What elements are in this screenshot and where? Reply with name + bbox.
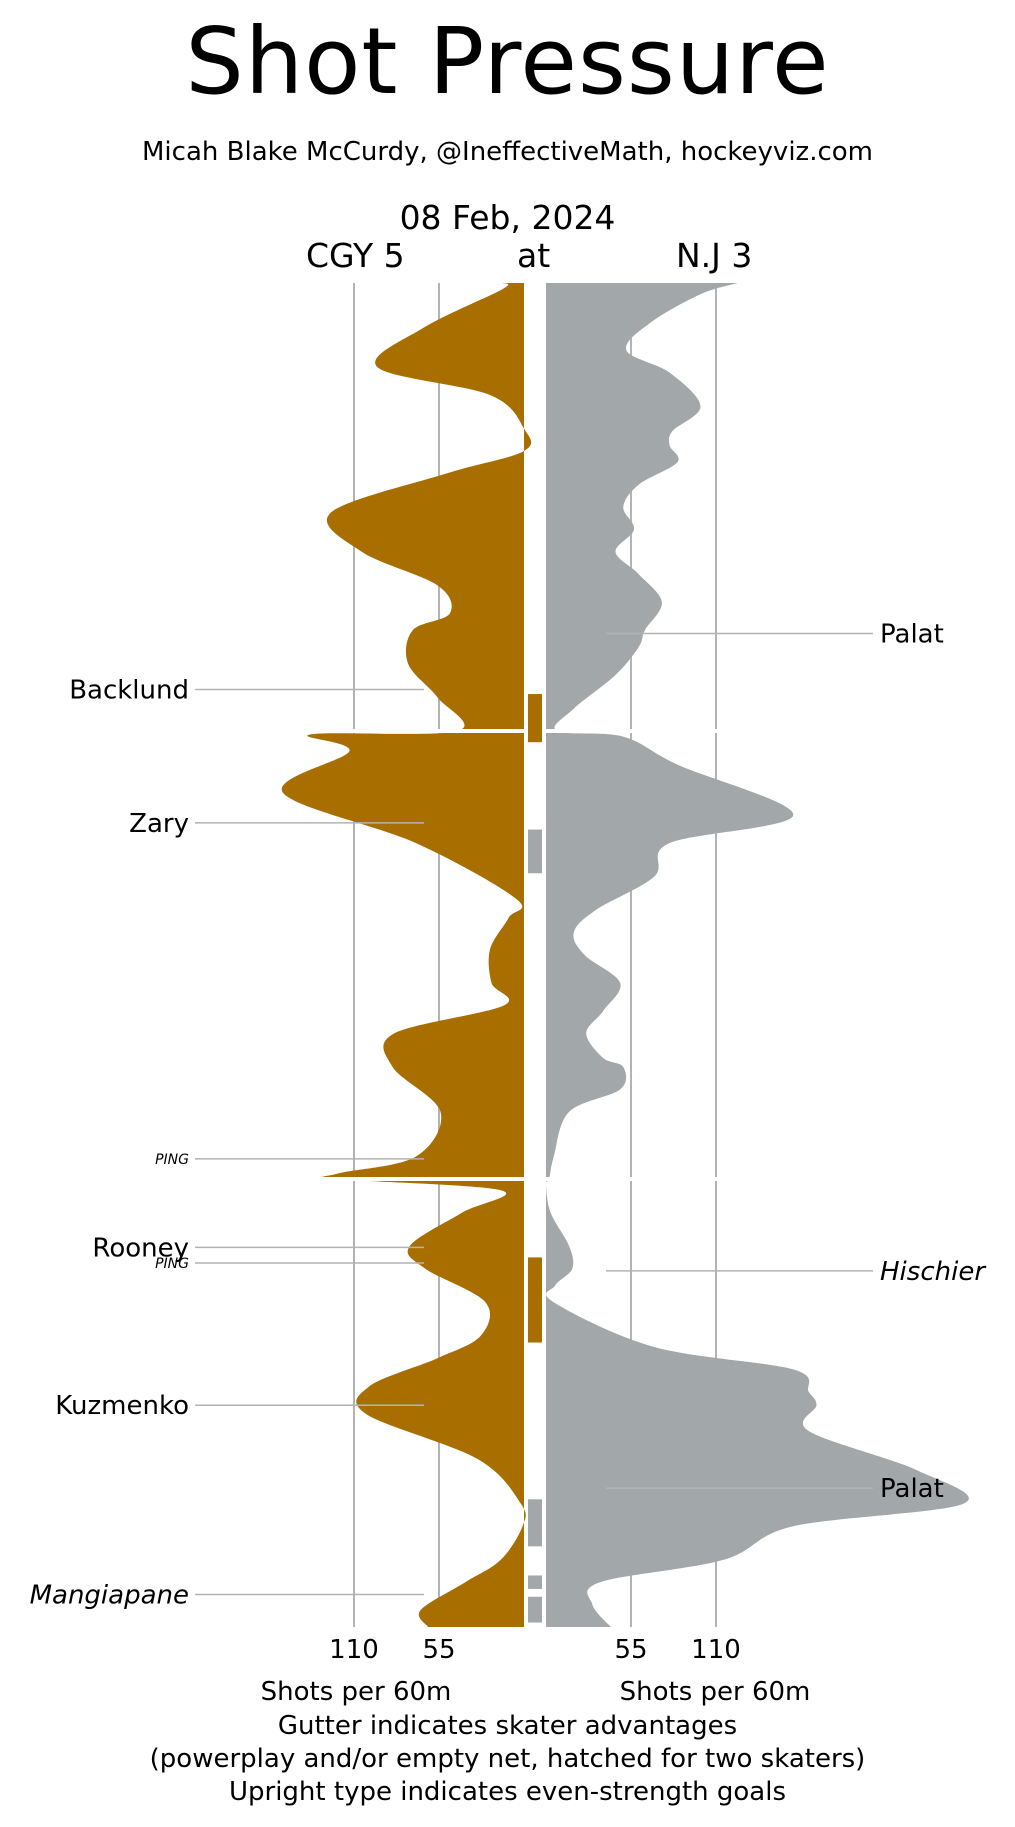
away-goal-label-5: Kuzmenko <box>55 1391 189 1421</box>
footer-gutter-note-2: (powerplay and/or empty net, hatched for… <box>149 1744 866 1774</box>
gutter-advantage-bar-1 <box>528 829 542 874</box>
x-tick-label-2: 55 <box>614 1635 647 1665</box>
gutter-advantage-bar-4 <box>528 1575 542 1589</box>
x-tick-label-1: 55 <box>422 1635 455 1665</box>
away-x-axis-label: Shots per 60m <box>260 1677 452 1707</box>
away-goal-label-0: Backlund <box>69 676 189 706</box>
x-tick-label-0: 110 <box>329 1635 379 1665</box>
away-goal-label-6: Mangiapane <box>30 1581 189 1611</box>
game-date: 08 Feb, 2024 <box>399 198 616 237</box>
home-pressure-area <box>545 283 969 1627</box>
away-pressure-area <box>281 283 532 1627</box>
away-goal-label-3: Rooney <box>92 1233 189 1263</box>
gutter-advantage-bar-5 <box>528 1596 542 1623</box>
chart-title: Shot Pressure <box>185 8 830 115</box>
away-goal-label-1: Zary <box>129 809 189 839</box>
gutter-advantage-bar-0 <box>528 694 542 743</box>
home-goal-label-2: Palat <box>880 1474 944 1504</box>
gutter-advantage-bar-3 <box>528 1499 542 1547</box>
at-label: at <box>517 236 551 275</box>
home-team-score: N.J 3 <box>676 236 753 275</box>
away-goal-label-2: PING <box>155 1152 189 1168</box>
home-goal-label-0: Palat <box>880 620 944 650</box>
footer-gutter-note: Gutter indicates skater advantages <box>277 1711 738 1741</box>
x-tick-label-3: 110 <box>691 1635 741 1665</box>
away-team-score: CGY 5 <box>306 236 405 275</box>
gutter-advantage-bar-2 <box>528 1257 542 1343</box>
chart-subtitle: Micah Blake McCurdy, @IneffectiveMath, h… <box>142 137 873 167</box>
home-x-axis-label: Shots per 60m <box>619 1677 811 1707</box>
footer-type-note: Upright type indicates even-strength goa… <box>228 1777 787 1807</box>
home-goal-label-1: Hischier <box>880 1257 987 1287</box>
away-goal-label-4: PING <box>155 1256 189 1272</box>
